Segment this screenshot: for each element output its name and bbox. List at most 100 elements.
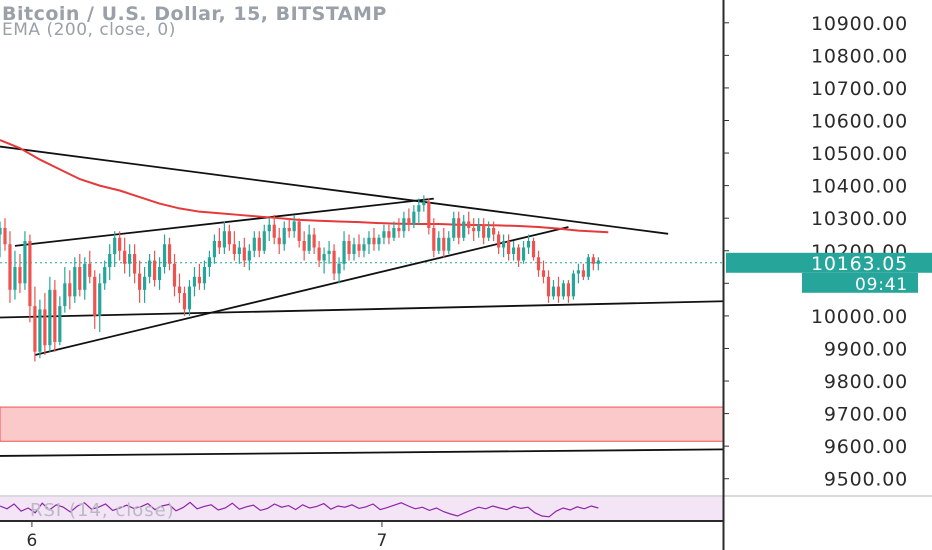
candle-body (412, 211, 416, 225)
candle (227, 224, 231, 251)
candle-body (177, 286, 182, 294)
candle-body (362, 244, 366, 251)
candle (462, 214, 466, 241)
candle (497, 231, 501, 255)
candle-body (397, 227, 401, 232)
candle (536, 250, 541, 277)
price-tick-label: 10700.00 (811, 78, 908, 100)
candle-body (58, 306, 62, 342)
candle-body (272, 224, 276, 238)
candle-body (167, 244, 172, 264)
candle-body (28, 240, 32, 307)
candle-body (88, 263, 92, 277)
candle-body (217, 240, 221, 248)
candle-body (516, 247, 521, 261)
candle (516, 244, 521, 268)
candle-body (337, 263, 341, 274)
candle (541, 260, 546, 284)
candle-body (43, 309, 47, 346)
candle (322, 247, 326, 274)
candle-body (506, 240, 511, 255)
candle (382, 224, 386, 245)
candle-body (227, 231, 231, 245)
candle (133, 244, 137, 284)
candle (561, 280, 566, 300)
candle (337, 257, 341, 284)
candle (147, 254, 152, 284)
candle (477, 218, 481, 238)
candle (571, 270, 576, 300)
candle-body (372, 237, 376, 245)
candle (526, 234, 531, 255)
candle-body (282, 227, 286, 245)
candle-body (222, 231, 226, 248)
candle-body (591, 257, 595, 264)
candle-body (212, 240, 217, 258)
candle (212, 234, 217, 264)
time-tick-label: 6 (26, 531, 37, 550)
candle-body (422, 201, 426, 206)
candle-body (427, 201, 431, 228)
candle (277, 227, 281, 255)
candle (482, 218, 486, 245)
candle (327, 240, 331, 264)
candle-body (83, 263, 87, 290)
candle-body (262, 231, 266, 251)
candle-body (387, 231, 391, 238)
price-tick-label: 10500.00 (811, 143, 908, 165)
candle (18, 254, 22, 294)
candle (551, 280, 556, 300)
candle-body (113, 237, 117, 255)
candle (397, 218, 401, 238)
candle-body (586, 257, 590, 277)
candle (267, 218, 271, 241)
candle (502, 234, 506, 258)
candle (556, 276, 561, 303)
candle-body (317, 247, 321, 261)
candle-body (73, 267, 77, 297)
rsi-label: RSI (14, close) (30, 500, 175, 521)
candle (88, 250, 92, 284)
candle-body (546, 276, 551, 297)
candle-body (63, 283, 67, 307)
candle (531, 237, 536, 261)
candle-body (118, 237, 122, 251)
candle-body (157, 267, 162, 281)
candle (317, 240, 321, 268)
candle (576, 263, 580, 284)
candle (207, 250, 212, 277)
trendline (0, 145, 669, 235)
candle (247, 244, 251, 271)
candle (78, 254, 82, 297)
candle (272, 214, 276, 245)
candle (217, 227, 221, 255)
candle (93, 270, 97, 329)
candle (487, 221, 491, 241)
candle-body (377, 237, 381, 245)
countdown-label: 09:41 (855, 275, 908, 295)
candle (103, 260, 107, 290)
candle (33, 286, 37, 362)
candle-body (78, 267, 82, 290)
candle-body (18, 267, 22, 284)
candle-body (561, 283, 566, 297)
candle-body (511, 247, 516, 255)
indicator-label: EMA (200, close, 0) (2, 20, 176, 40)
candle-body (352, 244, 356, 255)
trendline (34, 226, 569, 356)
candle-body (38, 309, 42, 352)
candle-body (382, 231, 386, 238)
candle-body (98, 283, 102, 316)
candle (53, 280, 57, 352)
candle (417, 198, 421, 225)
price-tick-label: 10900.00 (811, 13, 908, 35)
candle (202, 260, 207, 290)
candle-body (402, 218, 406, 232)
candle (407, 208, 411, 232)
candle (287, 218, 291, 238)
candle-body (437, 237, 441, 251)
candle (402, 211, 406, 238)
candle-body (138, 273, 142, 290)
candle-body (108, 254, 112, 268)
